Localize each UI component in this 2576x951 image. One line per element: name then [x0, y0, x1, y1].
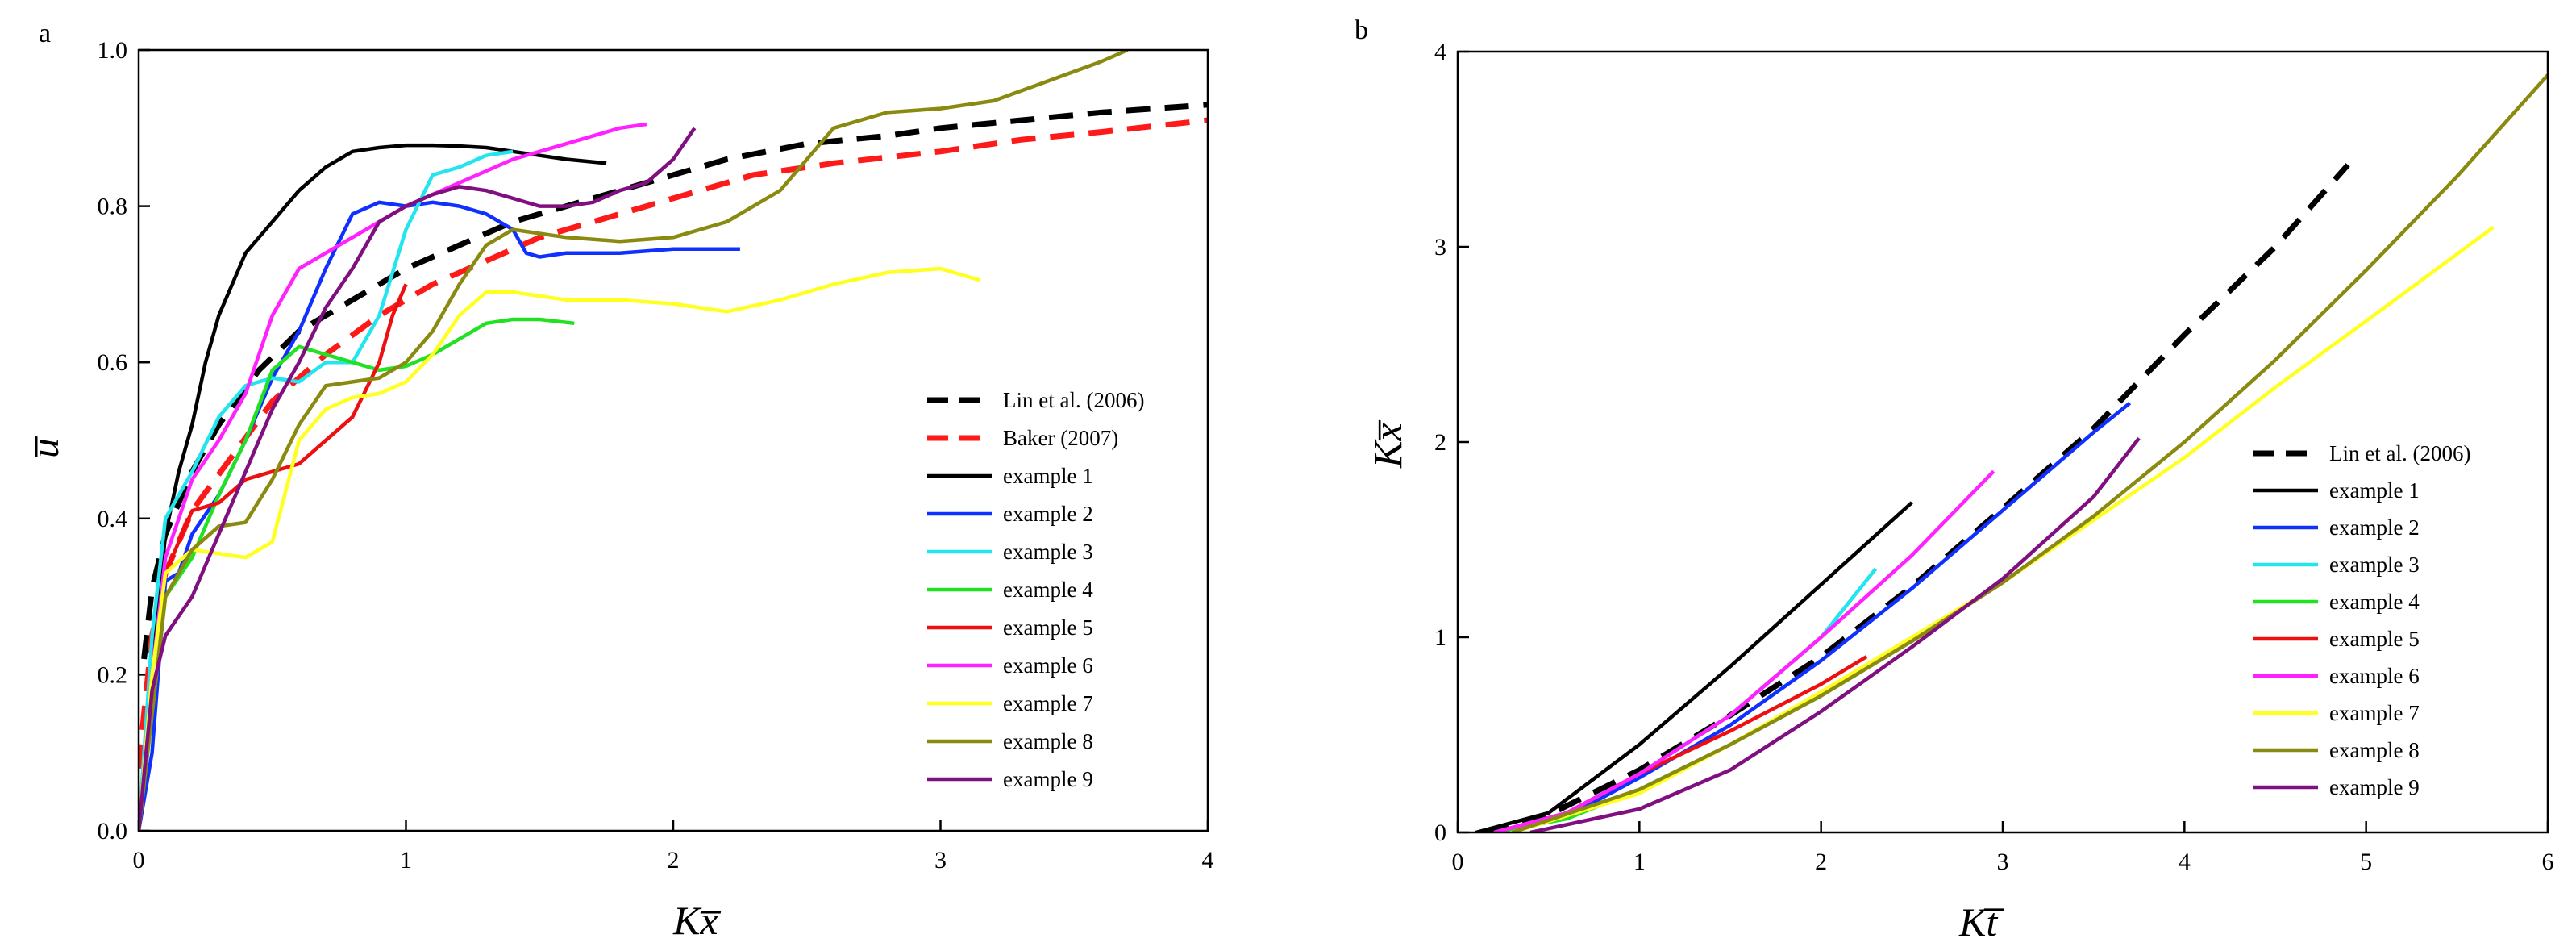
legend-label: example 3 — [1003, 540, 1093, 564]
panel-a-ytick-label: 0.8 — [98, 194, 128, 220]
panel-a-ytick-label: 0.0 — [98, 818, 128, 845]
legend-label: example 2 — [2329, 515, 2420, 540]
panel-b-series-example-8 — [1511, 73, 2548, 832]
panel-a-ylabel: u̅ — [22, 436, 67, 458]
legend-label: example 8 — [2329, 738, 2420, 762]
panel-a-xtick-label: 0 — [133, 847, 145, 874]
panel-a-series — [139, 50, 1208, 831]
panel-a-ytick-label: 0.2 — [98, 661, 128, 688]
legend-label: example 9 — [2329, 775, 2420, 799]
panel-a-xtick-label: 4 — [1202, 847, 1214, 874]
panel-b-xlabel: Kt̅ — [1958, 899, 2005, 945]
panel-b-xtick-label: 3 — [1997, 849, 2009, 875]
panel-b-series-example-3 — [1493, 567, 1878, 832]
panel-a-ytick-label: 1.0 — [98, 37, 128, 64]
legend-label: example 8 — [1003, 729, 1093, 753]
legend-label: example 2 — [1003, 502, 1093, 526]
panel-a-xtick-label: 3 — [934, 847, 947, 874]
panel-b-frame — [1456, 50, 2549, 834]
legend-label: example 6 — [1003, 653, 1093, 678]
panel-b: b 0 1 2 3 4 5 6 0 1 2 3 4 Kt̅ Kx̅ Lin et al. (2006)… — [1355, 15, 2554, 945]
panel-a-series-example-2 — [139, 200, 740, 831]
panel-b-series-example-1 — [1475, 501, 1913, 832]
panel-b-series-lin-et-al-2006 — [1484, 163, 2350, 832]
panel-b-label: b — [1355, 15, 1368, 45]
panel-a-series-example-7 — [139, 266, 981, 831]
panel-a-legend: Lin et al. (2006) Baker (2007) example 1 ex… — [927, 388, 1144, 791]
legend-label: example 7 — [2329, 701, 2420, 725]
panel-a-series-example-6 — [139, 122, 647, 831]
panel-a-series-example-8 — [139, 50, 1129, 831]
panel-a-series-lin-et-al-2006 — [141, 102, 1208, 660]
legend-label: example 1 — [1003, 464, 1093, 488]
legend-label: example 3 — [2329, 553, 2420, 577]
panel-b-xtick-label: 4 — [2179, 849, 2191, 875]
panel-b-series — [1475, 73, 2548, 832]
legend-label: Baker (2007) — [1003, 426, 1118, 450]
panel-a-frame — [137, 48, 1209, 832]
legend-label: Lin et al. (2006) — [1003, 388, 1144, 412]
panel-a-ytick-label: 0.6 — [98, 349, 128, 376]
legend-label: example 1 — [2329, 478, 2420, 503]
panel-b-ytick-label: 4 — [1434, 39, 1446, 65]
legend-label: example 5 — [2329, 627, 2420, 651]
panel-b-xtick-label: 0 — [1452, 849, 1464, 875]
panel-b-ytick-label: 3 — [1434, 234, 1446, 261]
panel-a-xtick-label: 2 — [668, 847, 680, 874]
panel-b-ytick-label: 0 — [1434, 820, 1446, 846]
panel-a-label: a — [39, 19, 51, 48]
panel-b-xtick-label: 2 — [1815, 849, 1827, 875]
panel-a-xtick-label: 1 — [400, 847, 412, 874]
panel-b-xtick-label: 1 — [1633, 849, 1646, 875]
panel-a-series-example-3 — [139, 149, 514, 831]
legend-label: example 7 — [1003, 691, 1093, 715]
panel-a-series-example-5 — [139, 283, 408, 831]
panel-a-xlabel: Kx̅ — [672, 898, 722, 943]
legend-label: example 6 — [2329, 664, 2420, 688]
panel-b-xtick-label: 5 — [2360, 849, 2372, 875]
panel-b-series-example-9 — [1529, 436, 2141, 832]
panel-a-series-example-4 — [139, 317, 575, 831]
legend-label: example 4 — [1003, 578, 1093, 602]
legend-label: example 9 — [1003, 767, 1093, 791]
legend-label: example 5 — [1003, 615, 1093, 640]
panel-b-ylabel: Kx̅ — [1365, 419, 1410, 469]
panel-a-series-example-1 — [139, 143, 607, 831]
panel-b-xtick-label: 6 — [2542, 849, 2554, 875]
panel-b-series-example-2 — [1493, 401, 2132, 832]
panel-b-legend: Lin et al. (2006) example 1 example 2 examp… — [2253, 441, 2470, 799]
legend-label: Lin et al. (2006) — [2329, 441, 2470, 465]
legend-label: example 4 — [2329, 590, 2420, 614]
panel-b-ytick-label: 2 — [1434, 429, 1446, 456]
panel-a-ytick-label: 0.4 — [98, 506, 128, 532]
panel-a-series-example-9 — [139, 127, 697, 831]
panel-a: a 0 1 2 3 4 0.0 0.2 0.4 0.6 0.8 1.0 Kx̅ u̅ Lin et … — [22, 19, 1214, 943]
panel-b-ytick-label: 1 — [1434, 624, 1446, 651]
